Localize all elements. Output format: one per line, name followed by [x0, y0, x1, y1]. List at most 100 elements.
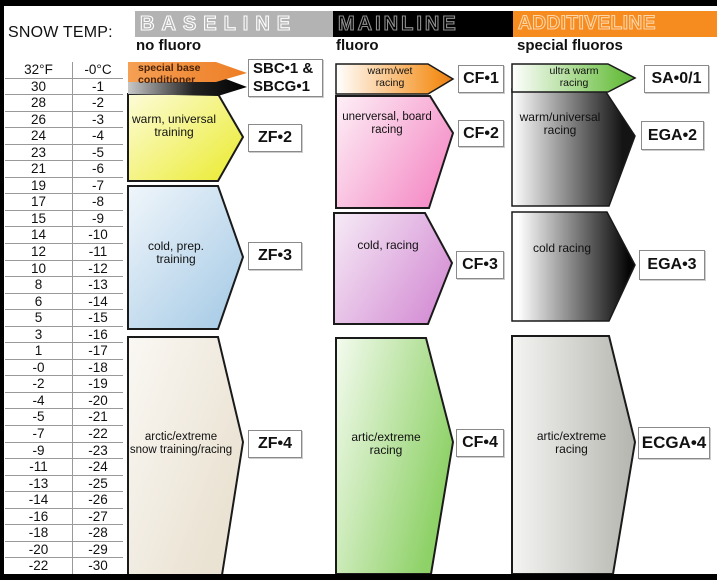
- cf2-arrow: [335, 95, 455, 209]
- temp-celsius: -6: [72, 161, 123, 177]
- product-box-cf1: CF•1: [458, 65, 504, 93]
- temp-fahrenheit: 30: [30, 78, 47, 94]
- temp-celsius: -3: [72, 111, 123, 128]
- temp-fahrenheit: 19: [30, 177, 47, 193]
- temp-fahrenheit: -18: [28, 525, 49, 541]
- temp-fahrenheit: 10: [30, 260, 47, 276]
- zf3-arrow: [127, 185, 245, 330]
- temp-row: 14 -10: [5, 227, 123, 245]
- product-box-ega2: EGA•2: [641, 121, 704, 150]
- temp-celsius: -13: [72, 277, 123, 293]
- temp-fahrenheit: 8: [34, 277, 43, 293]
- product-box-cf2: CF•2: [458, 120, 504, 147]
- sa-arrow: [511, 63, 637, 93]
- label-special-base-conditioner: special base conditioner: [138, 62, 201, 86]
- temp-fahrenheit: 15: [30, 210, 47, 226]
- band-mainline: MAINLINE: [333, 11, 513, 37]
- temp-row: 6 -14: [5, 293, 123, 311]
- temp-celsius: -2: [72, 95, 123, 111]
- top-border-bar: [0, 0, 717, 6]
- ega3-arrow: [511, 211, 636, 322]
- temp-fahrenheit: -2: [32, 376, 45, 392]
- temperature-table: 32°F -0°C 30 -1 28 -2 26 -3 24 -4 23 -5 21 -6 19 -7 17 -8…: [5, 62, 123, 575]
- temp-celsius: -28: [72, 525, 123, 541]
- temp-row: -18 -28: [5, 525, 123, 542]
- temp-row: -9 -23: [5, 442, 123, 460]
- temp-row: 1 -17: [5, 343, 123, 360]
- temp-fahrenheit: -22: [28, 558, 49, 574]
- band-additiveline: ADDITIVELINE: [513, 11, 717, 37]
- temp-row: -2 -19: [5, 376, 123, 393]
- label-warm-wet-racing: warm/wet racing: [367, 65, 413, 89]
- temp-row: -4 -20: [5, 392, 123, 410]
- temp-row: 32°F -0°C: [5, 62, 123, 79]
- temp-row: 8 -13: [5, 277, 123, 294]
- temp-celsius: -26: [72, 492, 123, 508]
- subheader-no-fluoro: no fluoro: [136, 37, 201, 54]
- temp-celsius: -20: [72, 392, 123, 409]
- temp-fahrenheit: -16: [28, 508, 49, 524]
- temp-row: 15 -9: [5, 210, 123, 228]
- temp-row: 21 -6: [5, 161, 123, 178]
- temp-fahrenheit: 6: [34, 293, 43, 309]
- temp-celsius: -29: [72, 541, 123, 558]
- subheader-fluoro: fluoro: [336, 37, 379, 54]
- temp-celsius: -10: [72, 227, 123, 244]
- temp-celsius: -5: [72, 144, 123, 161]
- cf3-arrow: [333, 212, 454, 325]
- product-box-zf2: ZF•2: [248, 124, 302, 152]
- temp-row: 24 -4: [5, 128, 123, 145]
- temp-celsius: -8: [72, 194, 123, 210]
- ecga4-arrow: [511, 335, 637, 575]
- temp-fahrenheit: 21: [30, 161, 47, 177]
- temp-celsius: -22: [72, 426, 123, 442]
- cf4-arrow: [335, 337, 455, 575]
- product-box-cf4: CF•4: [456, 429, 504, 457]
- temp-fahrenheit: -20: [28, 541, 49, 557]
- temp-celsius: -25: [72, 475, 123, 492]
- temp-row: -11 -24: [5, 459, 123, 476]
- label-cold-racing-additiveline: cold racing: [532, 241, 592, 255]
- label-artic-extreme-racing-mainline: artic/extreme racing: [351, 430, 421, 458]
- temp-fahrenheit: -0: [32, 359, 45, 375]
- label-arctic-extreme-snow: arctic/extreme snow training/racing: [129, 431, 233, 456]
- label-artic-extreme-racing-additiveline: artic/extreme racing: [536, 429, 607, 457]
- product-box-zf3: ZF•3: [248, 242, 302, 270]
- bottom-border-bar: [0, 574, 717, 580]
- temp-fahrenheit: -14: [28, 492, 49, 508]
- ega2-arrow: [511, 88, 636, 207]
- temp-fahrenheit: 3: [34, 326, 43, 342]
- left-border-bar: [0, 0, 4, 580]
- temp-celsius: -15: [72, 310, 123, 326]
- product-box-sbc1-sbcg1: SBC•1 & SBCG•1: [248, 59, 323, 97]
- label-cold-racing-mainline: cold, racing: [357, 238, 419, 252]
- temp-row: -20 -29: [5, 541, 123, 559]
- label-cold-prep-training: cold, prep. training: [147, 239, 205, 267]
- temp-celsius: -4: [72, 128, 123, 144]
- temp-fahrenheit: 28: [30, 95, 47, 111]
- temp-fahrenheit: 24: [30, 128, 47, 144]
- product-box-ega3: EGA•3: [639, 250, 705, 280]
- temp-row: -22 -30: [5, 558, 123, 575]
- temp-celsius: -27: [72, 508, 123, 525]
- temp-fahrenheit: -7: [32, 426, 45, 442]
- subheader-special-fluoros: special fluoros: [517, 37, 623, 54]
- temp-celsius: -14: [72, 293, 123, 310]
- temp-celsius: -1: [72, 78, 123, 95]
- temp-celsius: -30: [72, 558, 123, 574]
- temp-fahrenheit: -4: [32, 392, 45, 408]
- temp-row: -16 -27: [5, 508, 123, 526]
- temp-fahrenheit: 26: [30, 111, 47, 127]
- temp-row: -14 -26: [5, 492, 123, 509]
- temp-fahrenheit: -5: [32, 409, 45, 425]
- label-unerversal-board-racing: unerversal, board racing: [342, 111, 432, 136]
- cf1-arrow: [335, 63, 455, 95]
- temp-row: 5 -15: [5, 310, 123, 327]
- temp-row: 28 -2: [5, 95, 123, 112]
- temp-fahrenheit: 12: [30, 244, 47, 260]
- temp-row: 23 -5: [5, 144, 123, 162]
- temp-celsius: -18: [72, 359, 123, 376]
- product-box-cf3: CF•3: [456, 251, 504, 279]
